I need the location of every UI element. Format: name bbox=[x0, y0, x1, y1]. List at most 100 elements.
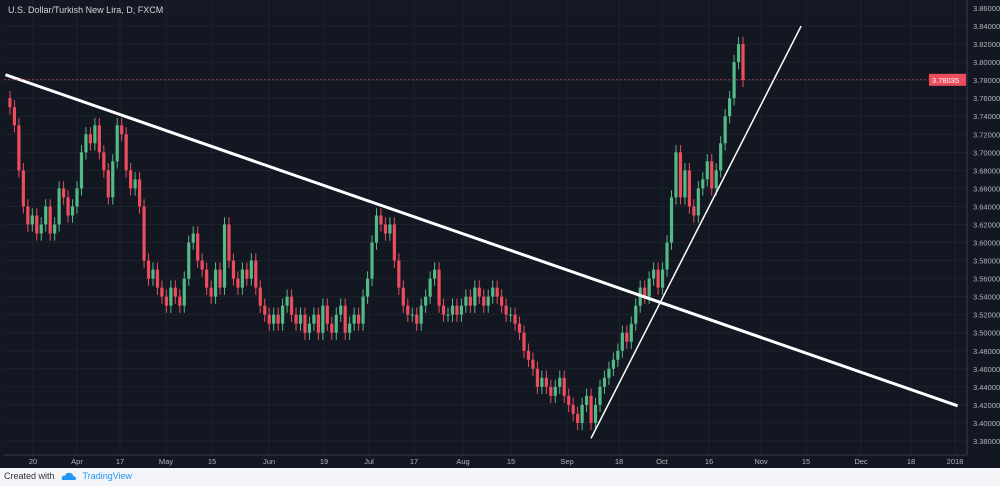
candle-body bbox=[692, 206, 696, 216]
candle-body bbox=[30, 215, 34, 225]
candle-body bbox=[79, 152, 84, 189]
candle-body bbox=[240, 269, 244, 288]
candle-body bbox=[236, 278, 240, 288]
candle-body bbox=[593, 404, 598, 423]
candle-body bbox=[607, 368, 611, 378]
price-chart[interactable]: 3.86000 3.84000 3.82000 3.80000 3.78000 3.760… bbox=[0, 0, 1000, 468]
x-tick-label: 17 bbox=[116, 457, 124, 466]
candle-body bbox=[397, 260, 401, 288]
candle-body bbox=[464, 296, 468, 306]
candle-body bbox=[178, 296, 182, 306]
candle-body bbox=[245, 269, 249, 279]
candle-body bbox=[365, 278, 370, 297]
x-tick-label: Apr bbox=[71, 457, 83, 466]
candle-body bbox=[553, 386, 557, 396]
candle-body bbox=[303, 314, 307, 333]
tradingview-cloud-icon bbox=[61, 472, 76, 480]
candle-body bbox=[44, 206, 48, 225]
candle-body bbox=[102, 152, 106, 171]
y-tick-label: 3.60000 bbox=[973, 239, 1000, 248]
x-tick-label: 20 bbox=[29, 457, 37, 466]
candle-body bbox=[155, 269, 160, 288]
trendline bbox=[590, 25, 802, 439]
candle-body bbox=[643, 287, 647, 297]
candle-body bbox=[513, 314, 517, 324]
candle-body bbox=[348, 323, 352, 333]
y-tick-label: 3.78000 bbox=[973, 76, 1000, 85]
candle-body bbox=[374, 215, 379, 243]
candle-body bbox=[723, 116, 727, 144]
y-tick-label: 3.76000 bbox=[973, 94, 1000, 103]
candle-body bbox=[446, 314, 450, 316]
candle-body bbox=[669, 197, 674, 243]
x-tick-label: 18 bbox=[615, 457, 623, 466]
candle-body bbox=[678, 152, 683, 198]
candle-body bbox=[173, 287, 177, 297]
x-tick-label: Nov bbox=[754, 457, 768, 466]
x-tick-label: Jul bbox=[364, 457, 374, 466]
candle-body bbox=[142, 206, 146, 261]
y-tick-label: 3.74000 bbox=[973, 112, 1000, 121]
candle-body bbox=[26, 206, 30, 225]
y-tick-label: 3.70000 bbox=[973, 148, 1000, 157]
y-tick-label: 3.66000 bbox=[973, 184, 1000, 193]
candle-body bbox=[357, 314, 361, 324]
candle-body bbox=[710, 161, 714, 189]
x-tick-label: 15 bbox=[507, 457, 515, 466]
candle-body bbox=[728, 98, 732, 117]
candle-body bbox=[231, 260, 236, 279]
candle-body bbox=[272, 314, 276, 324]
candle-body bbox=[549, 386, 553, 396]
y-tick-label: 3.46000 bbox=[973, 365, 1000, 374]
candle-body bbox=[665, 242, 669, 270]
candle-body bbox=[576, 413, 580, 423]
tradingview-link[interactable]: TradingView bbox=[82, 471, 133, 481]
candle-body bbox=[218, 269, 222, 288]
candle-body bbox=[736, 44, 741, 63]
y-tick-label: 3.86000 bbox=[973, 4, 1000, 13]
y-tick-label: 3.80000 bbox=[973, 58, 1000, 67]
candle-body bbox=[495, 287, 499, 297]
candle-body bbox=[196, 233, 200, 261]
candle-body bbox=[106, 170, 110, 198]
candle-body bbox=[687, 170, 691, 207]
candle-body bbox=[137, 179, 142, 207]
candle-body bbox=[544, 377, 548, 387]
candle-body bbox=[598, 386, 602, 405]
candle-body bbox=[17, 125, 21, 171]
chart-background bbox=[0, 0, 1000, 468]
chart-canvas[interactable]: 3.86000 3.84000 3.82000 3.80000 3.78000 3.760… bbox=[0, 0, 1000, 468]
candle-body bbox=[660, 269, 665, 288]
candle-body bbox=[39, 224, 43, 234]
candle-body bbox=[343, 305, 347, 333]
chart-title: U.S. Dollar/Turkish New Lira, D, FXCM bbox=[8, 5, 164, 15]
candle-body bbox=[428, 278, 432, 297]
created-with-label: Created with bbox=[4, 471, 55, 481]
candle-body bbox=[526, 350, 531, 360]
candle-body bbox=[562, 377, 566, 396]
candle-body bbox=[57, 188, 61, 225]
candle-body bbox=[611, 359, 615, 369]
candle-body bbox=[656, 269, 660, 288]
candle-body bbox=[254, 260, 258, 288]
candle-body bbox=[473, 287, 477, 306]
candle-body bbox=[580, 404, 584, 423]
x-tick-label: 19 bbox=[320, 457, 328, 466]
candle-body bbox=[205, 269, 209, 288]
candle-body bbox=[433, 269, 437, 279]
candle-body bbox=[258, 287, 262, 306]
candle-body bbox=[48, 206, 52, 234]
y-tick-label: 3.52000 bbox=[973, 311, 1000, 320]
x-tick-label: Sep bbox=[560, 457, 573, 466]
candle-body bbox=[450, 305, 455, 315]
y-tick-label: 3.48000 bbox=[973, 347, 1000, 356]
candle-body bbox=[182, 278, 186, 306]
candle-body bbox=[388, 224, 392, 234]
x-tick-label: 2018 bbox=[947, 457, 964, 466]
candle-body bbox=[281, 305, 285, 324]
x-tick-label: 18 bbox=[907, 457, 915, 466]
candle-body bbox=[504, 305, 508, 315]
candle-body bbox=[500, 296, 504, 306]
y-tick-label: 3.56000 bbox=[973, 275, 1000, 284]
candle-body bbox=[459, 305, 464, 315]
